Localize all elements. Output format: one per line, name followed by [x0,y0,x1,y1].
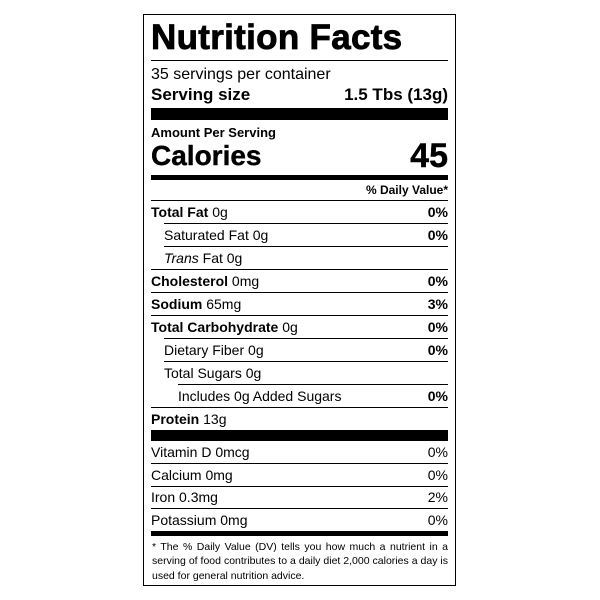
nutrient-amount: 13g [203,411,227,427]
nutrient-dv: 0% [427,342,448,358]
divider [151,430,448,441]
calories-label: Calories [151,140,262,171]
divider [151,60,448,61]
nutrient-amount: 0g [226,250,243,266]
nutrient-name: Total Sugars [164,365,242,381]
vitamin-amount: 0mg [220,512,248,529]
nutrient-name: Cholesterol [151,273,229,289]
nutrient-name: Total Fat [151,204,209,220]
nutrient-row: Sodium 65mg 3% [151,292,448,315]
vitamin-amount: 0mcg [215,443,250,460]
nutrient-row: Protein 13g [151,407,448,430]
nutrient-name: Protein [151,411,200,427]
nutrient-amount: 0g [245,365,262,381]
footnote: * The % Daily Value (DV) tells you how m… [152,541,448,582]
nutrient-name: Includes [178,388,231,404]
nutrient-name-prefix: Trans [164,250,199,266]
nutrient-dv: 0% [427,204,448,220]
nutrient-amount: 0g [212,204,228,220]
vitamin-dv: 0% [427,512,448,529]
nutrient-row: Dietary Fiber 0g 0% [164,338,448,361]
vitamin-dv: 0% [427,443,448,460]
calories: Calories 45 [151,137,448,175]
vitamin-dv: 0% [427,466,448,483]
nutrient-amount: 0mg [231,273,260,289]
nutrient-row: Trans Fat 0g [164,246,448,269]
divider [151,531,448,537]
vitamin-name: Potassium [151,512,217,529]
nutrient-amount: 0g [248,342,264,358]
amount-per-serving: Amount Per Serving [151,125,276,140]
nutrient-amount: 65mg [206,296,242,312]
vitamin-row: Calcium 0mg 0% [151,462,448,486]
calories-value: 45 [410,137,448,175]
nutrient-amount: 0g [252,227,269,243]
vitamin-row: Potassium 0mg 0% [151,508,448,531]
nutrient-name: Dietary Fiber [164,342,245,358]
nutrient-dv: 0% [427,319,448,335]
divider [151,108,448,120]
nutrient-name: Sodium [151,296,203,312]
nutrient-dv: 3% [427,296,448,312]
title: Nutrition Facts [151,18,403,58]
nutrition-label: Nutrition Facts 35 servings per containe… [143,14,456,586]
nutrient-name: Fat [202,250,223,266]
nutrient-row: Total Carbohydrate 0g 0% [151,315,448,338]
serving-size-label: Serving size [151,85,251,104]
nutrient-name: Total Carbohydrate [151,319,279,335]
nutrient-row: Saturated Fat 0g 0% [164,223,448,246]
vitamins: Vitamin D 0mcg 0% Calcium 0mg 0% Iron 0.3m… [151,441,448,531]
nutrient-row: Cholesterol 0mg 0% [151,269,448,292]
nutrient-amount: 0g Added Sugars [234,388,342,404]
nutrient-dv: 0% [427,273,448,289]
vitamin-dv: 2% [427,489,448,506]
serving-size-value: 1.5 Tbs (13g) [344,85,448,104]
vitamin-name: Iron [151,489,176,506]
nutrient-dv: 0% [427,388,448,404]
nutrient-dv: 0% [427,227,448,243]
vitamin-amount: 0.3mg [179,489,218,506]
nutrient-amount: 0g [282,319,298,335]
nutrient-row: Includes 0g Added Sugars 0% [178,384,448,407]
vitamin-name: Calcium [151,466,202,483]
serving-size: Serving size 1.5 Tbs (13g) [151,85,448,105]
daily-value-header: % Daily Value* [151,180,448,201]
divider [151,175,448,180]
nutrient-row: Total Fat 0g 0% [151,201,448,223]
vitamin-amount: 0mg [205,466,233,483]
servings: 35 servings per container [151,66,331,83]
vitamin-name: Vitamin D [151,443,212,460]
vitamin-row: Iron 0.3mg 2% [151,485,448,509]
nutrient-name: Saturated Fat [164,227,249,243]
vitamin-row: Vitamin D 0mcg 0% [151,441,448,463]
nutrient-row: Total Sugars 0g [164,361,448,384]
